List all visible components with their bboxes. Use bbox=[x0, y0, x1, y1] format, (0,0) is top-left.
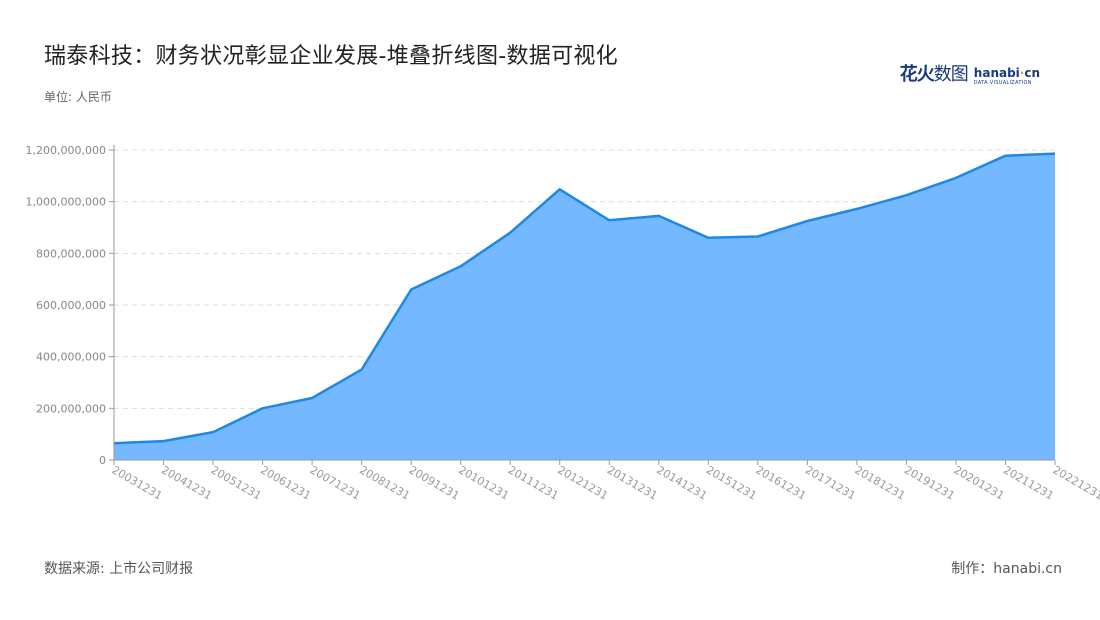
y-tick-label: 1,000,000,000 bbox=[26, 196, 106, 209]
y-tick-label: 400,000,000 bbox=[36, 351, 106, 364]
x-tick-label: 20071231 bbox=[308, 463, 363, 502]
logo-en-tail: cn bbox=[1024, 66, 1040, 80]
unit-label: 单位: 人民币 bbox=[44, 90, 112, 104]
logo-en-sub: DATA VISUALIZATION bbox=[973, 80, 1032, 86]
series-line bbox=[113, 152, 1056, 445]
x-axis: 2003123120041231200512312006123120071231… bbox=[110, 459, 1100, 503]
y-tick-label: 800,000,000 bbox=[36, 247, 106, 260]
x-tick-label: 20141231 bbox=[654, 463, 709, 502]
x-tick-label: 20041231 bbox=[159, 463, 214, 502]
x-tick-label: 20161231 bbox=[753, 463, 808, 502]
x-tick-label: 20191231 bbox=[902, 463, 957, 502]
x-tick-label: 20211231 bbox=[1001, 463, 1056, 502]
x-tick-label: 20201231 bbox=[951, 463, 1006, 502]
chart-title: 瑞泰科技：财务状况彰显企业发展-堆叠折线图-数据可视化 bbox=[44, 44, 618, 69]
brand-logo: 花火数图 hanabi·cn DATA VISUALIZATION bbox=[900, 60, 1040, 86]
logo-en-word: hanabi bbox=[973, 66, 1020, 80]
y-tick-label: 1,200,000,000 bbox=[26, 144, 106, 157]
x-tick-label: 20181231 bbox=[852, 463, 907, 502]
x-tick-label: 20101231 bbox=[456, 463, 511, 502]
data-source: 数据来源: 上市公司财报 bbox=[44, 561, 194, 577]
logo-en-main: hanabi·cn bbox=[974, 67, 1040, 79]
x-tick-label: 20031231 bbox=[110, 463, 165, 502]
x-tick-label: 20111231 bbox=[506, 463, 561, 502]
logo-cn-bold: 花火 bbox=[899, 64, 935, 85]
series-area bbox=[114, 153, 1055, 460]
credit: 制作：hanabi.cn bbox=[951, 561, 1062, 577]
logo-en-dot: · bbox=[1019, 66, 1025, 80]
x-tick-label: 20151231 bbox=[704, 463, 759, 502]
logo-en: hanabi·cn DATA VISUALIZATION bbox=[974, 67, 1040, 86]
y-axis: 0 200,000,000 400,000,000 600,000,000 800,00… bbox=[26, 144, 115, 467]
y-tick-label: 600,000,000 bbox=[36, 299, 106, 312]
y-tick-label: 0 bbox=[99, 454, 106, 467]
x-tick-label: 20221231 bbox=[1051, 463, 1100, 502]
x-tick-label: 20051231 bbox=[209, 463, 264, 502]
x-tick-label: 20121231 bbox=[555, 463, 610, 502]
y-tick-label: 200,000,000 bbox=[36, 402, 106, 415]
x-tick-label: 20081231 bbox=[357, 463, 412, 502]
x-tick-label: 20061231 bbox=[258, 463, 313, 502]
x-tick-label: 20171231 bbox=[803, 463, 858, 502]
x-tick-label: 20131231 bbox=[605, 463, 660, 502]
x-tick-label: 20091231 bbox=[407, 463, 462, 502]
logo-cn: 花火数图 bbox=[899, 60, 969, 86]
logo-cn-light: 数图 bbox=[933, 64, 969, 85]
